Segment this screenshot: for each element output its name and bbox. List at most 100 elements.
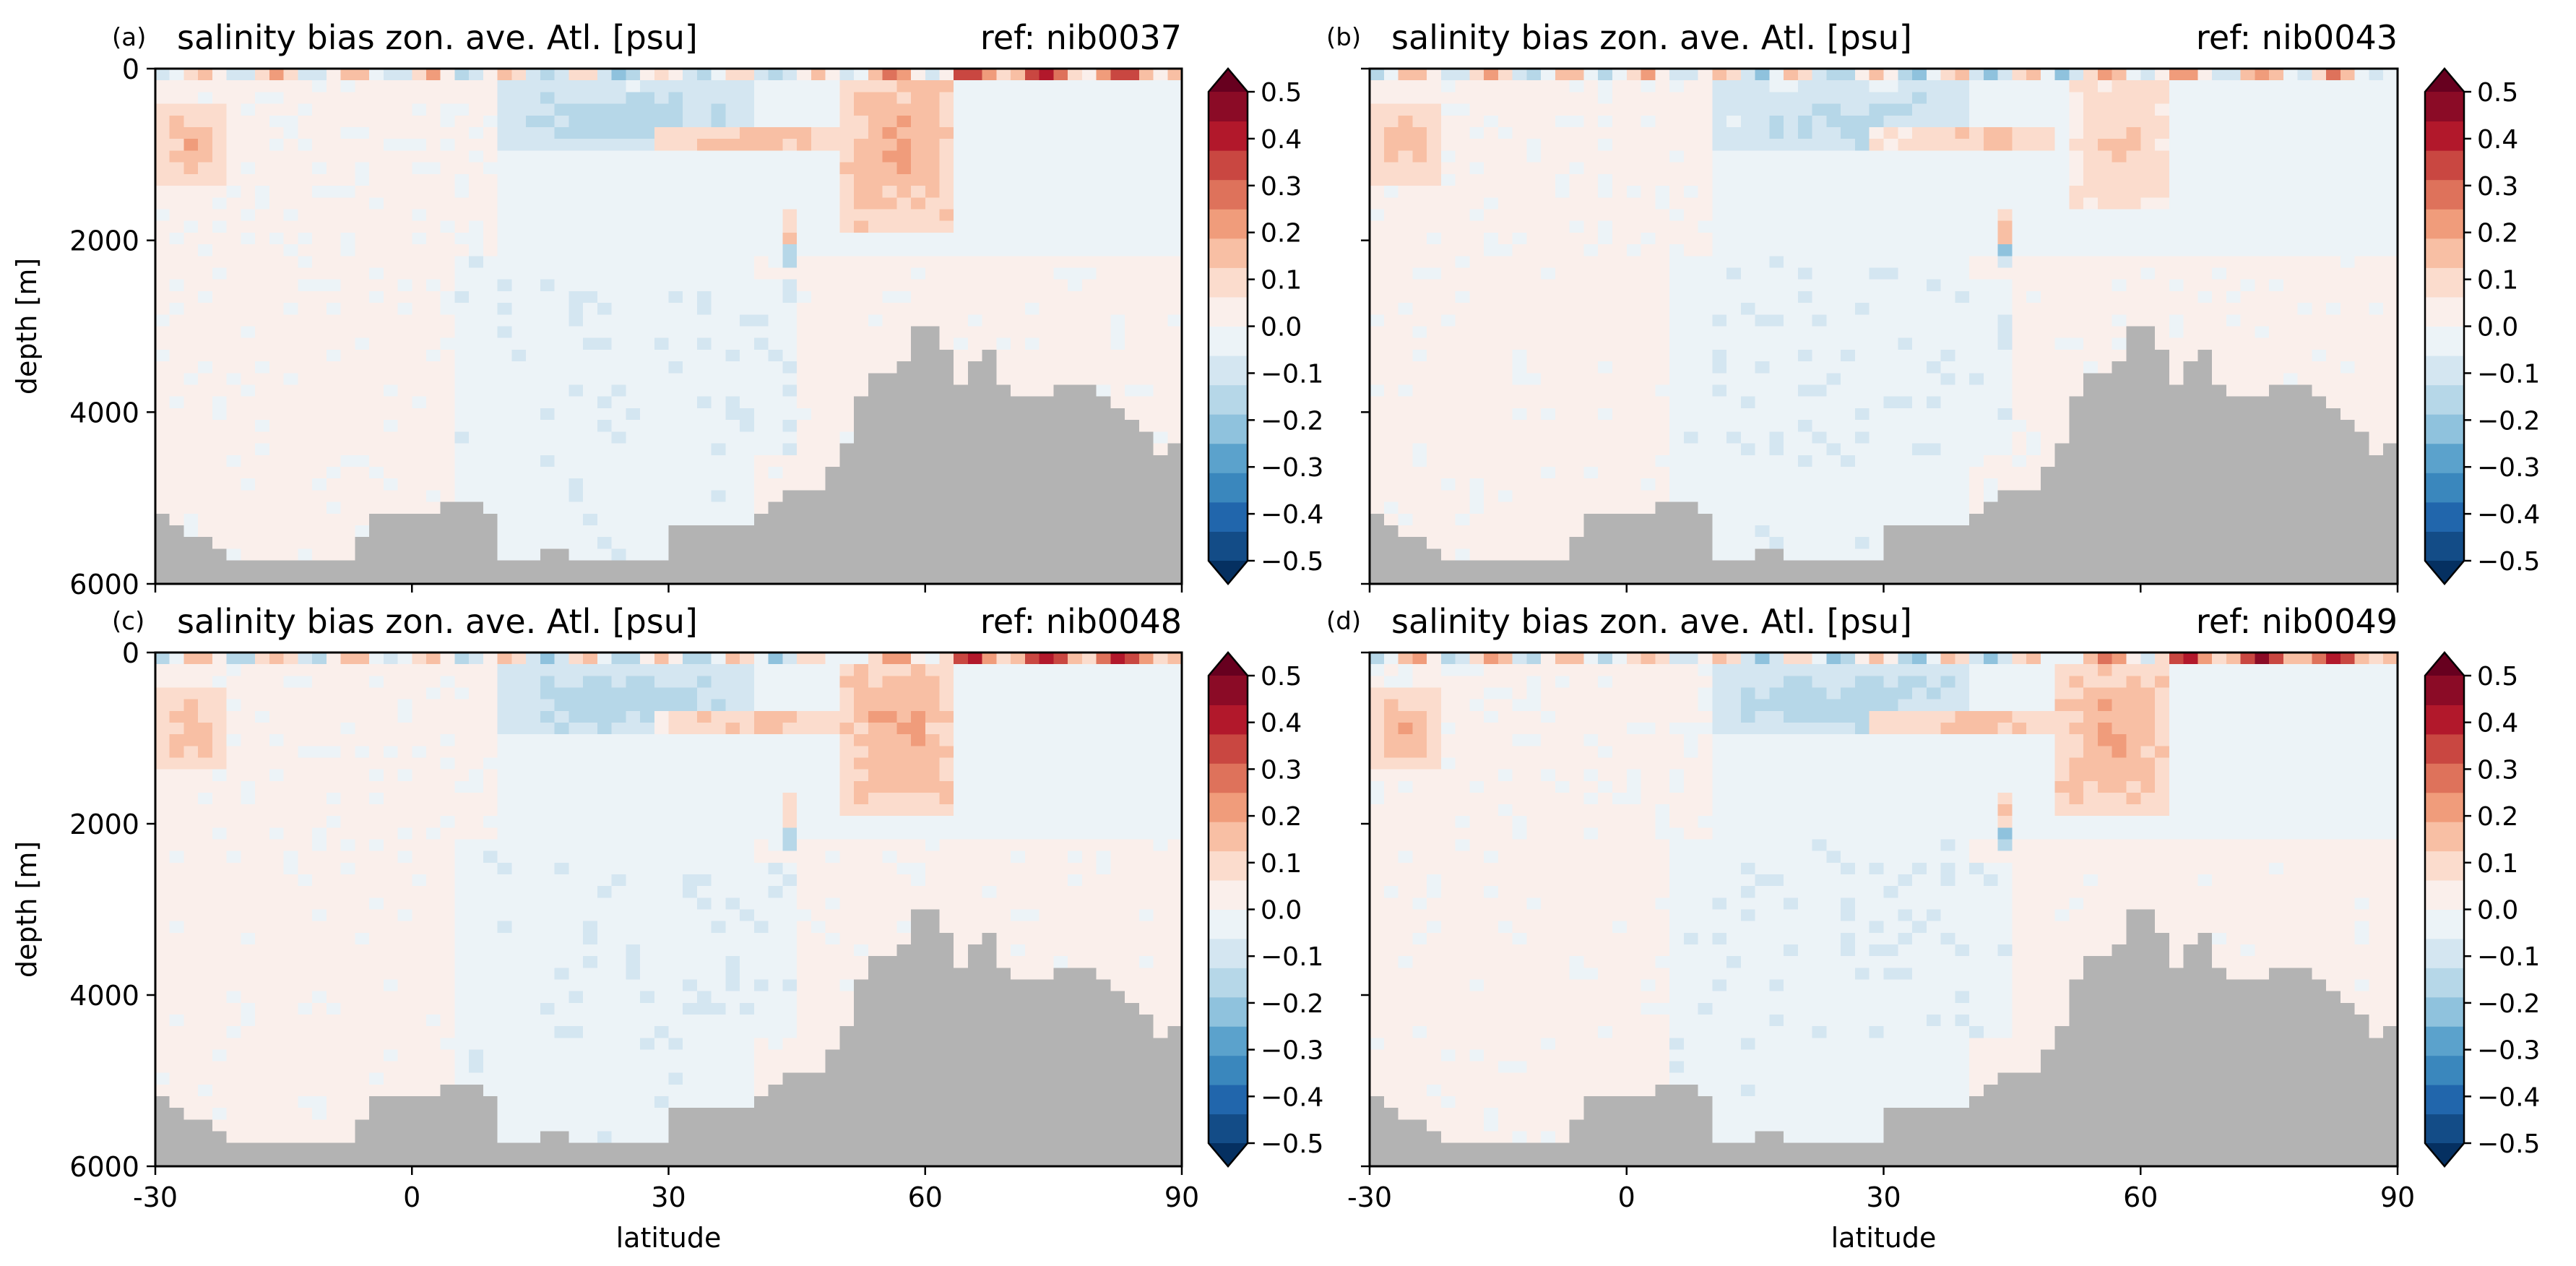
heatmap-cell — [526, 92, 540, 104]
heatmap-cell — [669, 327, 683, 339]
heatmap-cell — [1570, 233, 1584, 245]
heatmap-cell — [1912, 197, 1927, 210]
heatmap-cell — [1927, 350, 1941, 362]
heatmap-cell — [454, 514, 469, 526]
heatmap-cell — [826, 373, 840, 385]
heatmap-cell — [1612, 221, 1627, 233]
heatmap-cell — [1025, 338, 1040, 350]
heatmap-cell — [811, 174, 826, 186]
heatmap-cell — [1082, 373, 1097, 385]
heatmap-cell — [1812, 163, 1827, 175]
heatmap-cell — [654, 478, 669, 491]
heatmap-cell — [1469, 420, 1484, 432]
heatmap-cell — [1912, 244, 1927, 257]
heatmap-cell — [454, 69, 469, 81]
heatmap-cell — [797, 478, 811, 491]
heatmap-cell — [312, 150, 327, 163]
heatmap-cell — [1441, 361, 1456, 374]
heatmap-cell — [1053, 385, 1068, 397]
heatmap-cell — [1025, 150, 1040, 163]
heatmap-cell — [1097, 314, 1111, 327]
heatmap-cell — [754, 361, 769, 374]
heatmap-cell — [1583, 537, 1598, 549]
heatmap-cell — [1583, 221, 1598, 233]
heatmap-cell — [227, 373, 241, 385]
heatmap-cell — [683, 514, 697, 526]
heatmap-cell — [441, 408, 455, 421]
heatmap-cell — [1541, 420, 1555, 432]
heatmap-cell — [669, 514, 683, 526]
heatmap-cell — [155, 478, 170, 491]
heatmap-cell — [754, 69, 769, 81]
heatmap-cell — [284, 525, 298, 538]
heatmap-cell — [341, 514, 355, 526]
heatmap-cell — [1040, 186, 1054, 198]
heatmap-cell — [1082, 444, 1097, 456]
heatmap-cell — [1855, 104, 1870, 116]
heatmap-cell — [1726, 163, 1741, 175]
heatmap-cell — [1068, 408, 1082, 421]
heatmap-cell — [1068, 490, 1082, 502]
heatmap-cell — [939, 280, 954, 292]
heatmap-cell — [1741, 408, 1755, 421]
heatmap-cell — [911, 327, 925, 339]
heatmap-cell — [826, 244, 840, 257]
heatmap-cell — [1040, 397, 1054, 409]
heatmap-cell — [1755, 373, 1770, 385]
heatmap-cell — [996, 256, 1011, 268]
heatmap-cell — [1669, 525, 1684, 538]
heatmap-cell — [498, 209, 512, 221]
heatmap-cell — [1513, 548, 1527, 561]
heatmap-cell — [284, 431, 298, 444]
heatmap-cell — [597, 525, 612, 538]
heatmap-cell — [1139, 69, 1154, 81]
heatmap-cell — [697, 104, 712, 116]
heatmap-cell — [1040, 561, 1054, 573]
heatmap-cell — [526, 267, 540, 280]
heatmap-cell — [811, 104, 826, 116]
heatmap-cell — [654, 139, 669, 151]
heatmap-cell — [1570, 444, 1584, 456]
heatmap-cell — [1399, 256, 1413, 268]
heatmap-cell — [1870, 397, 1884, 409]
heatmap-cell — [483, 150, 498, 163]
heatmap-cell — [1498, 291, 1513, 303]
heatmap-cell — [697, 408, 712, 421]
heatmap-cell — [198, 490, 212, 502]
heatmap-cell — [426, 244, 441, 257]
heatmap-cell — [284, 92, 298, 104]
heatmap-cell — [1684, 233, 1698, 245]
heatmap-cell — [854, 327, 868, 339]
heatmap-cell — [954, 431, 968, 444]
heatmap-cell — [854, 116, 868, 128]
heatmap-cell — [683, 80, 697, 92]
heatmap-cell — [1068, 139, 1082, 151]
heatmap-cell — [569, 478, 583, 491]
heatmap-cell — [255, 490, 269, 502]
heatmap-cell — [412, 467, 426, 479]
heatmap-cell — [341, 525, 355, 538]
heatmap-cell — [212, 116, 227, 128]
heatmap-cell — [269, 350, 284, 362]
heatmap-cell — [1068, 431, 1082, 444]
heatmap-cell — [883, 291, 897, 303]
heatmap-cell — [1927, 69, 1941, 81]
heatmap-cell — [441, 186, 455, 198]
heatmap-cell — [327, 303, 341, 315]
heatmap-cell — [1726, 572, 1741, 585]
heatmap-cell — [1513, 291, 1527, 303]
heatmap-cell — [939, 244, 954, 257]
heatmap-cell — [826, 431, 840, 444]
heatmap-cell — [398, 502, 412, 514]
heatmap-cell — [1399, 139, 1413, 151]
heatmap-cell — [1684, 572, 1698, 585]
heatmap-cell — [1469, 127, 1484, 139]
heatmap-cell — [269, 490, 284, 502]
heatmap-cell — [398, 490, 412, 502]
heatmap-cell — [1741, 69, 1755, 81]
heatmap-cell — [441, 197, 455, 210]
heatmap-cell — [654, 150, 669, 163]
heatmap-cell — [1456, 525, 1470, 538]
heatmap-cell — [1583, 455, 1598, 468]
heatmap-cell — [683, 361, 697, 374]
